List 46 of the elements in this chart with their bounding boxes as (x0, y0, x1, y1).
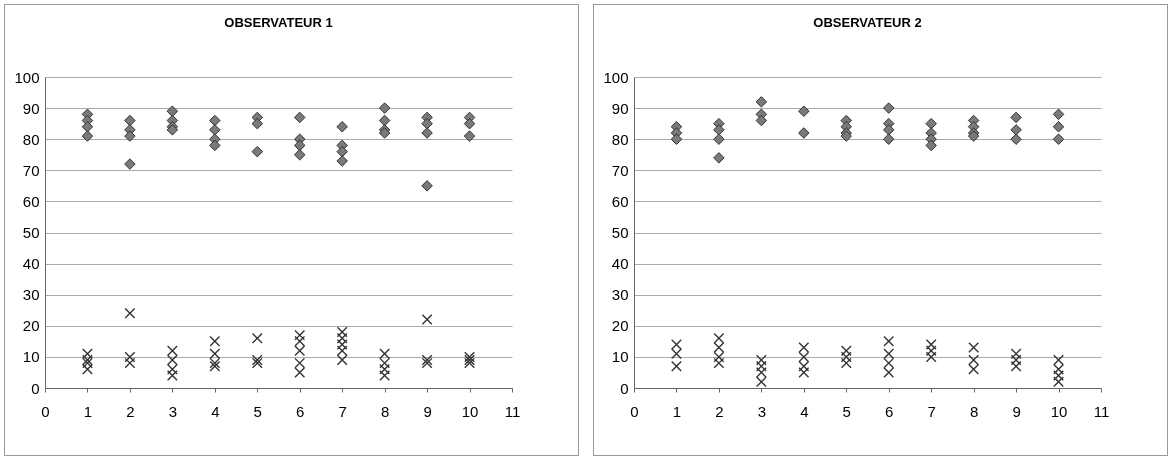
y-tick-label: 100 (14, 68, 40, 86)
x-tick-label: 2 (715, 402, 724, 420)
y-tick-label: 0 (31, 379, 40, 397)
y-tick-label: 50 (22, 224, 40, 241)
y-tick-label: 90 (22, 99, 40, 117)
x-tick-label: 4 (800, 402, 809, 420)
x-tick-label: 11 (1093, 402, 1110, 420)
y-tick-label: 20 (611, 317, 629, 335)
y-tick-label: 0 (620, 379, 629, 397)
x-tick-label: 9 (423, 402, 432, 420)
x-tick-label: 10 (1050, 402, 1068, 420)
y-tick-label: 30 (611, 286, 629, 304)
x-tick-label: 3 (757, 402, 767, 420)
y-tick-label: 70 (22, 161, 40, 179)
x-tick-label: 11 (504, 402, 521, 420)
x-tick-label: 7 (338, 402, 347, 420)
y-tick-label: 100 (603, 68, 629, 86)
x-tick-label: 5 (842, 402, 851, 420)
y-tick-label: 50 (611, 224, 629, 241)
y-tick-label: 80 (611, 130, 629, 148)
y-tick-label: 70 (611, 161, 629, 179)
y-tick-label: 20 (22, 317, 40, 335)
y-tick-label: 30 (22, 286, 40, 304)
x-tick-label: 6 (885, 402, 894, 420)
x-tick-label: 5 (253, 402, 262, 420)
x-tick-label: 8 (380, 402, 390, 420)
y-tick-label: 90 (611, 99, 629, 117)
chart-title: OBSERVATEUR 1 (224, 15, 333, 30)
x-tick-label: 6 (296, 402, 305, 420)
y-tick-label: 60 (611, 192, 629, 210)
x-tick-label: 8 (969, 402, 979, 420)
x-tick-label: 1 (672, 402, 682, 420)
x-tick-label: 10 (461, 402, 479, 420)
x-tick-label: 3 (168, 402, 178, 420)
y-tick-label: 60 (22, 192, 40, 210)
chart-title: OBSERVATEUR 2 (813, 15, 922, 30)
y-tick-label: 10 (611, 348, 629, 366)
x-tick-label: 1 (83, 402, 93, 420)
x-tick-label: 7 (927, 402, 936, 420)
x-tick-label: 9 (1012, 402, 1021, 420)
y-tick-label: 80 (22, 130, 40, 148)
y-tick-label: 40 (611, 255, 629, 273)
y-tick-label: 10 (22, 348, 40, 366)
x-tick-label: 2 (126, 402, 135, 420)
x-tick-label: 4 (211, 402, 220, 420)
y-tick-label: 40 (22, 255, 40, 273)
